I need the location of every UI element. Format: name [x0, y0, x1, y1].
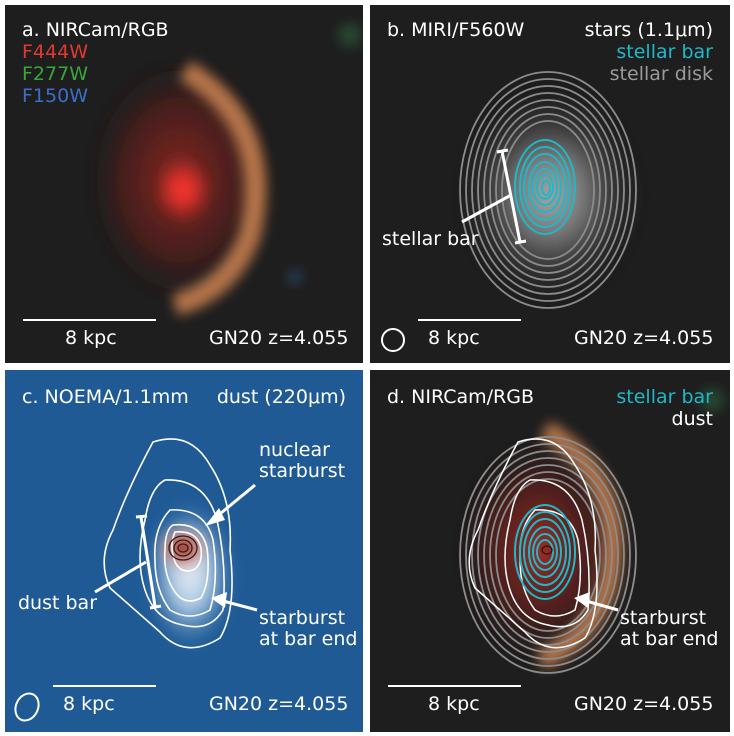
scale-label: 8 kpc	[63, 693, 115, 715]
scale-label: 8 kpc	[428, 693, 480, 715]
galaxy-label: GN20 z=4.055	[209, 693, 349, 715]
legend-stellar-disk: stellar disk	[609, 63, 713, 85]
panel-d-nircam-overlay: d. NIRCam/RGB stellar bar dust starburst…	[370, 370, 730, 732]
panel-c-image	[5, 370, 363, 732]
galaxy-label: GN20 z=4.055	[209, 327, 349, 349]
scale-bar	[23, 319, 156, 321]
panel-c-noema: c. NOEMA/1.1mm dust (220μm) nuclear star…	[5, 370, 363, 732]
filter-f150w: F150W	[22, 85, 88, 107]
scale-bar	[53, 685, 156, 687]
panel-b-image	[370, 5, 730, 363]
panel-d-image	[370, 370, 730, 732]
stellar-bar-contours	[514, 139, 576, 235]
panel-a-title: a. NIRCam/RGB	[22, 19, 169, 41]
stellar-disk-contours	[459, 71, 637, 309]
scale-label: 8 kpc	[428, 327, 480, 349]
annotation-arrows	[205, 483, 258, 612]
bar-end-starburst-annotation: starburst at bar end	[620, 607, 719, 650]
bar-end-starburst-annotation: starburst at bar end	[259, 607, 358, 650]
panel-b-legend: stars (1.1μm) stellar bar stellar disk	[585, 19, 713, 85]
panel-b-miri: b. MIRI/F560W stars (1.1μm) stellar bar …	[370, 5, 730, 363]
stellar-bar-annotation: stellar bar	[382, 228, 479, 250]
panel-b-title: b. MIRI/F560W	[387, 19, 525, 41]
scale-label: 8 kpc	[65, 327, 117, 349]
nuclear-starburst-annotation: nuclear starburst	[259, 439, 346, 482]
galaxy-label: GN20 z=4.055	[574, 693, 714, 715]
scale-bar	[418, 319, 521, 321]
panel-c-legend: dust (220μm)	[216, 386, 346, 408]
filter-f277w: F277W	[22, 63, 88, 85]
dust-bar-marker	[94, 514, 162, 610]
panel-c-title: c. NOEMA/1.1mm	[22, 386, 189, 408]
filter-legend: F444W F277W F150W	[22, 41, 88, 107]
galaxy-label: GN20 z=4.055	[574, 327, 714, 349]
panel-d-title: d. NIRCam/RGB	[387, 386, 534, 408]
panel-a-nircam-rgb: a. NIRCam/RGB F444W F277W F150W 8 kpc GN…	[5, 5, 363, 363]
legend-stellar-bar: stellar bar	[616, 386, 713, 408]
legend-dust: dust	[671, 408, 713, 430]
panel-a-image	[5, 5, 363, 363]
beam-ellipse	[14, 692, 40, 722]
filter-f444w: F444W	[22, 41, 88, 63]
panel-d-legend: stellar bar dust	[616, 386, 713, 430]
legend-stars: stars (1.1μm)	[584, 19, 713, 41]
legend-stellar-bar: stellar bar	[616, 41, 713, 63]
beam-ellipse	[381, 328, 405, 352]
scale-bar	[388, 685, 521, 687]
dust-bar-annotation: dust bar	[18, 592, 98, 614]
bar-length-marker	[461, 148, 527, 245]
